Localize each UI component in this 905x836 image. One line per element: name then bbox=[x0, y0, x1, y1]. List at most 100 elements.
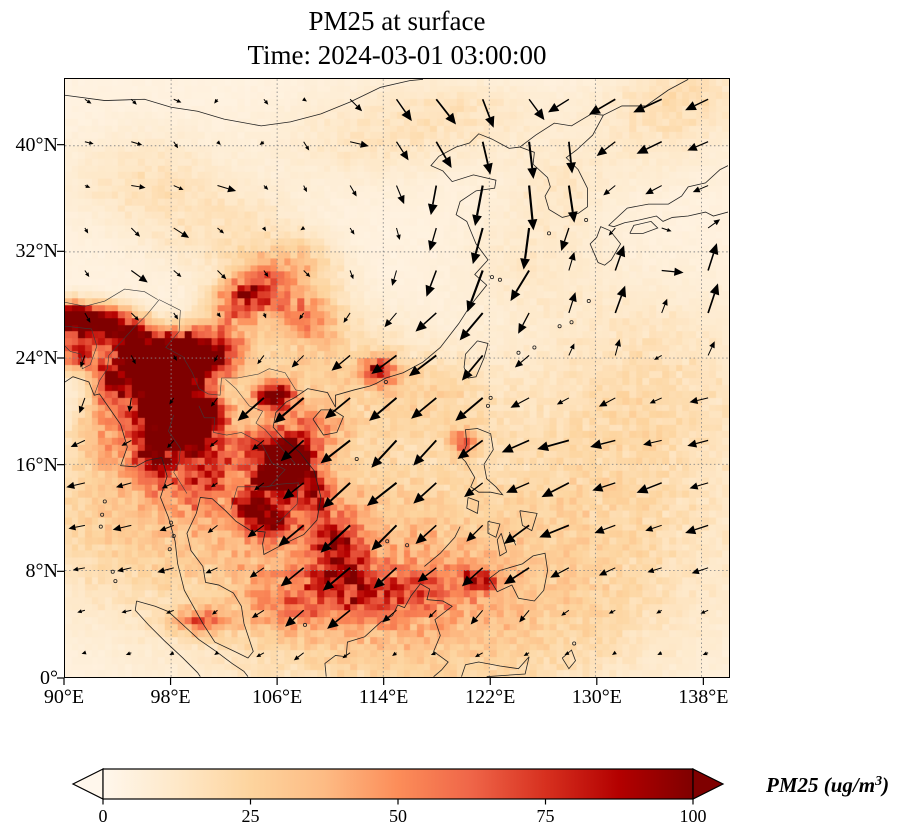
wind-arrow bbox=[127, 397, 133, 413]
wind-arrow bbox=[161, 482, 174, 489]
figure-title: PM25 at surface Time: 2024-03-01 03:00:0… bbox=[64, 4, 730, 72]
wind-arrow bbox=[654, 355, 662, 360]
wind-arrow bbox=[475, 652, 483, 658]
wind-arrow bbox=[169, 651, 175, 655]
islet bbox=[113, 579, 118, 584]
map-plot-area bbox=[64, 78, 730, 678]
pm25-heatmap bbox=[65, 79, 729, 677]
wind-arrow bbox=[614, 245, 626, 271]
wind-arrow bbox=[459, 312, 484, 341]
wind-arrow bbox=[425, 270, 438, 297]
wind-arrow bbox=[210, 482, 218, 488]
wind-arrow bbox=[263, 98, 269, 105]
wind-arrow bbox=[430, 651, 437, 656]
wind-arrow bbox=[612, 650, 617, 655]
wind-arrow bbox=[603, 185, 616, 196]
wind-arrow bbox=[556, 397, 570, 405]
country-borders bbox=[65, 288, 304, 523]
wind-arrow bbox=[159, 524, 174, 532]
wind-arrow bbox=[541, 482, 570, 498]
wind-arrow bbox=[217, 227, 225, 234]
wind-arrow bbox=[503, 524, 530, 544]
wind-quiver-arrows bbox=[66, 97, 721, 661]
wind-arrow bbox=[395, 98, 412, 122]
wind-arrow bbox=[173, 185, 184, 190]
islet bbox=[98, 524, 103, 529]
wind-arrow bbox=[645, 185, 662, 195]
islet bbox=[569, 320, 574, 325]
wind-arrow bbox=[395, 141, 409, 161]
wind-arrow bbox=[527, 141, 538, 179]
wind-arrow bbox=[645, 524, 662, 532]
wind-arrow bbox=[689, 482, 709, 490]
wind-arrow bbox=[84, 140, 94, 145]
wind-arrow bbox=[470, 227, 484, 265]
wind-arrow bbox=[548, 98, 570, 113]
wind-arrow bbox=[256, 652, 265, 658]
wind-arrow bbox=[173, 98, 182, 103]
gridlines bbox=[65, 79, 728, 677]
x-tick-label: 138°E bbox=[678, 686, 729, 708]
wind-arrow bbox=[518, 312, 530, 334]
x-tick-label: 90°E bbox=[43, 686, 85, 708]
wind-arrow bbox=[566, 141, 576, 174]
wind-arrow bbox=[614, 285, 627, 314]
wind-arrow bbox=[636, 482, 662, 494]
wind-arrow bbox=[592, 482, 616, 492]
wind-arrow bbox=[263, 185, 269, 190]
islet bbox=[586, 299, 591, 304]
islet bbox=[584, 218, 589, 223]
wind-arrow bbox=[528, 98, 545, 121]
wind-arrow bbox=[280, 567, 305, 587]
islet bbox=[171, 533, 176, 538]
wind-arrow bbox=[209, 440, 218, 447]
wind-arrow bbox=[125, 651, 132, 656]
wind-arrow bbox=[130, 312, 139, 321]
wind-arrow bbox=[415, 524, 437, 544]
wind-arrow bbox=[636, 141, 663, 154]
wind-arrow bbox=[510, 397, 530, 408]
wind-arrow bbox=[251, 439, 265, 451]
islet bbox=[110, 569, 115, 574]
wind-arrow bbox=[121, 439, 132, 446]
wind-arrow bbox=[371, 524, 398, 551]
wind-arrow bbox=[594, 524, 616, 534]
title-line-1: PM25 at surface bbox=[308, 6, 486, 36]
wind-arrow bbox=[656, 609, 662, 614]
wind-arrow bbox=[598, 397, 616, 407]
wind-arrow bbox=[130, 98, 137, 105]
colorbar-under-arrow bbox=[71, 768, 104, 800]
wind-arrow bbox=[481, 98, 495, 128]
wind-arrow bbox=[550, 567, 570, 578]
wind-arrow bbox=[510, 269, 530, 302]
wind-arrow bbox=[81, 650, 87, 655]
wind-arrow bbox=[72, 566, 85, 572]
wind-arrow bbox=[685, 524, 709, 535]
wind-arrow bbox=[70, 439, 86, 447]
x-tick-label: 106°E bbox=[252, 686, 303, 708]
wind-arrow bbox=[214, 98, 219, 104]
wind-arrow bbox=[427, 185, 438, 216]
wind-arrow bbox=[343, 312, 351, 323]
wind-arrow bbox=[254, 482, 265, 491]
wind-arrow bbox=[466, 270, 484, 313]
wind-arrow bbox=[382, 609, 397, 623]
wind-arrow bbox=[257, 355, 265, 365]
islet bbox=[486, 403, 490, 408]
wind-arrow bbox=[77, 609, 86, 614]
wind-arrow bbox=[692, 185, 709, 193]
wind-arrow bbox=[78, 397, 86, 414]
wind-arrow bbox=[117, 567, 132, 573]
wind-arrow bbox=[373, 567, 398, 589]
wind-arrow bbox=[567, 185, 578, 223]
map-overlay bbox=[65, 79, 728, 677]
wind-arrow bbox=[210, 397, 218, 407]
wind-arrow bbox=[320, 439, 351, 464]
wind-arrow bbox=[472, 185, 484, 227]
wind-arrow bbox=[349, 140, 369, 148]
wind-arrow bbox=[349, 185, 357, 197]
wind-arrow bbox=[291, 355, 305, 368]
wind-arrow bbox=[327, 609, 351, 629]
wind-arrow bbox=[568, 251, 576, 271]
